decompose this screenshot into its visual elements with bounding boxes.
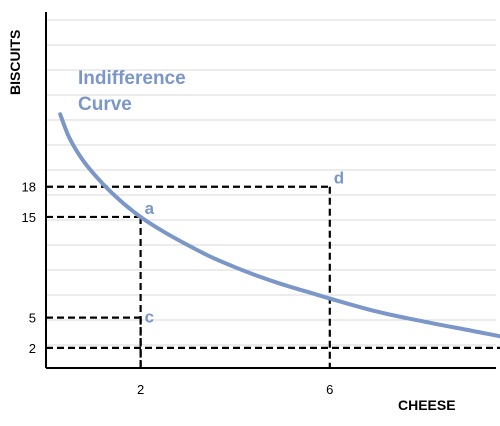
x-axis-title: CHEESE xyxy=(398,397,456,413)
indifference-curve-line xyxy=(58,112,500,339)
y-axis-title: BISCUITS xyxy=(7,30,23,95)
y-tick-label-5: 5 xyxy=(29,311,36,326)
y-tick-label-18: 18 xyxy=(22,180,36,195)
x-tick-label-6: 6 xyxy=(326,382,333,397)
point-label-c: c xyxy=(145,308,154,327)
curve-title-line-2: Curve xyxy=(78,94,132,115)
tick-labels: 2611251518 xyxy=(22,180,334,397)
guide-lines xyxy=(46,185,500,368)
y-tick-label-2: 2 xyxy=(29,341,36,356)
point-label-a: a xyxy=(145,199,155,218)
point-labels: abcd xyxy=(145,169,345,327)
x-tick-label-2: 2 xyxy=(137,382,144,397)
curve-title-line-1: Indifference xyxy=(78,68,186,89)
y-tick-label-15: 15 xyxy=(22,210,36,225)
point-label-d: d xyxy=(334,169,344,188)
